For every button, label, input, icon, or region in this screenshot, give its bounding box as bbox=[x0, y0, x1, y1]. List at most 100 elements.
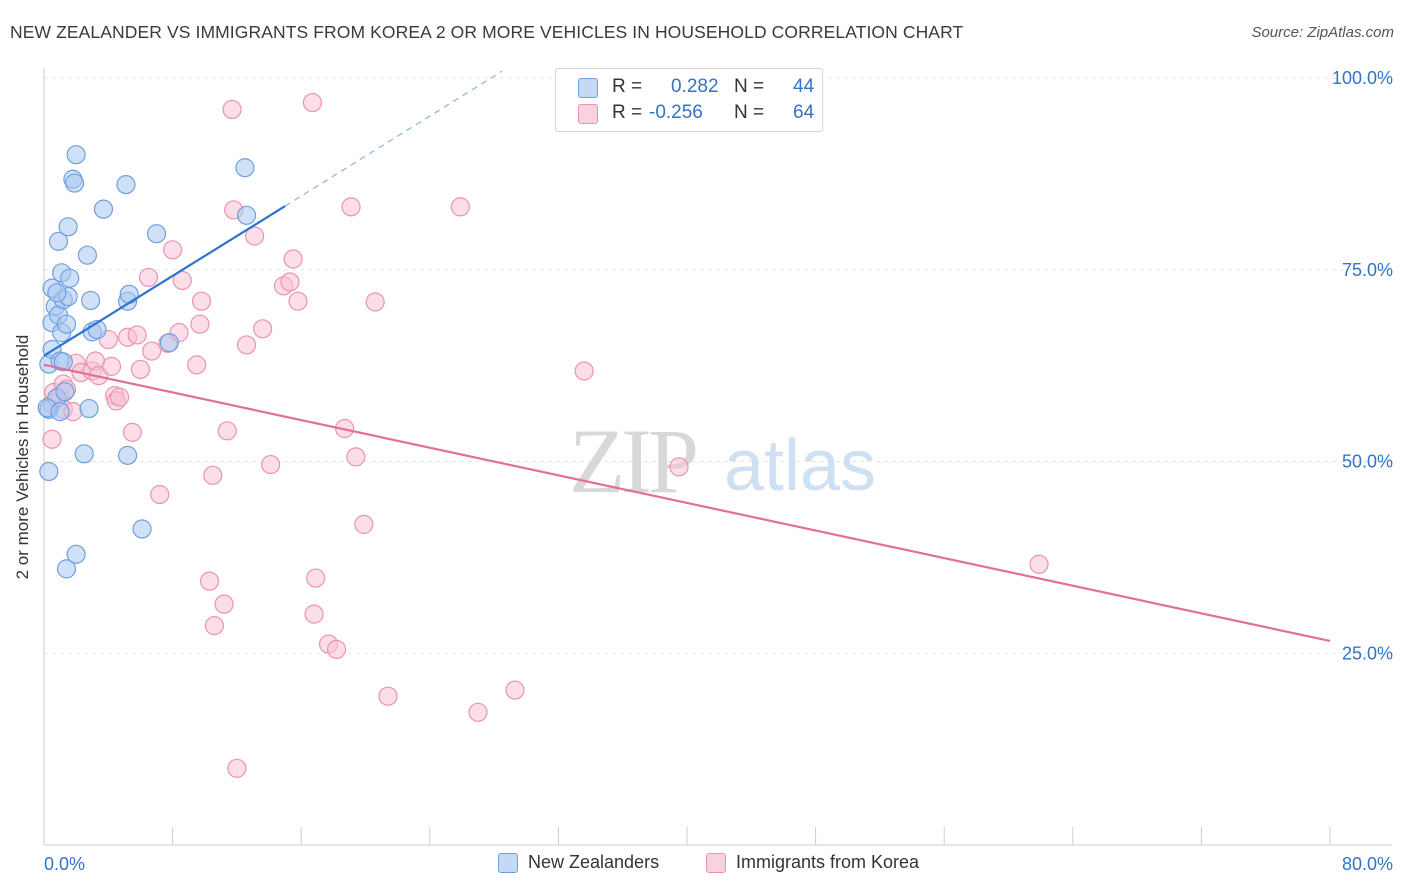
data-point-new-zealander bbox=[117, 445, 138, 465]
trend-lines bbox=[43, 70, 1331, 643]
data-point-new-zealander bbox=[64, 173, 85, 193]
data-point-new-zealander bbox=[146, 224, 167, 244]
data-point-korea bbox=[1029, 554, 1049, 574]
data-point-korea bbox=[261, 454, 281, 475]
data-point-new-zealander bbox=[235, 158, 255, 178]
data-point-korea bbox=[574, 361, 594, 381]
data-point-new-zealander bbox=[58, 217, 78, 237]
data-point-new-zealander bbox=[93, 199, 114, 219]
data-point-korea bbox=[204, 616, 224, 636]
data-point-korea bbox=[354, 514, 374, 534]
stats-legend: R = 0.282 N = 44 R = -0.256 N = 64 bbox=[555, 68, 823, 132]
data-point-korea bbox=[244, 226, 265, 246]
data-point-new-zealander bbox=[48, 231, 69, 251]
data-point-korea bbox=[326, 639, 347, 660]
data-point-korea bbox=[280, 272, 300, 292]
trend-line-korea bbox=[43, 363, 1331, 643]
r-value-korea: -0.256 bbox=[649, 102, 703, 123]
y-tick-label: 25.0% bbox=[1342, 643, 1393, 663]
data-point-new-zealander bbox=[56, 559, 77, 579]
r-label: R = bbox=[612, 102, 643, 123]
data-point-korea bbox=[187, 355, 207, 375]
n-value-nz: 44 bbox=[793, 76, 815, 97]
data-point-new-zealander bbox=[60, 268, 80, 288]
series-newzealand-points bbox=[37, 145, 257, 579]
data-point-new-zealander bbox=[66, 145, 86, 165]
watermark-atlas: atlas bbox=[724, 426, 876, 506]
data-point-korea bbox=[227, 758, 247, 778]
blue-swatch bbox=[498, 853, 518, 873]
data-point-korea bbox=[122, 422, 143, 442]
trend-line-new-zealanders bbox=[43, 205, 286, 357]
data-point-new-zealander bbox=[132, 519, 152, 539]
y-tick-label: 50.0% bbox=[1342, 452, 1393, 472]
trend-line-new-zealanders-extension bbox=[284, 70, 503, 207]
data-point-korea bbox=[203, 465, 223, 485]
x-tick-label: 80.0% bbox=[1342, 854, 1393, 874]
data-point-korea bbox=[505, 680, 525, 700]
data-point-new-zealander bbox=[50, 402, 70, 422]
y-tick-label: 100.0% bbox=[1332, 68, 1393, 88]
data-point-korea bbox=[130, 359, 151, 380]
r-value-nz: 0.282 bbox=[671, 76, 719, 97]
blue-swatch bbox=[578, 78, 598, 98]
data-point-korea bbox=[378, 686, 398, 706]
data-point-korea bbox=[217, 421, 237, 441]
data-point-korea bbox=[302, 92, 323, 113]
watermark: ZIP atlas bbox=[569, 410, 876, 512]
data-point-korea bbox=[222, 99, 242, 120]
data-point-korea bbox=[150, 484, 170, 505]
data-point-korea bbox=[341, 197, 361, 217]
data-point-new-zealander bbox=[74, 444, 94, 464]
data-point-korea bbox=[101, 356, 122, 376]
series-korea-points bbox=[42, 92, 1049, 778]
data-point-new-zealander bbox=[53, 352, 73, 372]
data-point-korea bbox=[138, 267, 159, 288]
data-point-new-zealander bbox=[56, 314, 77, 334]
data-point-korea bbox=[190, 314, 210, 334]
data-point-new-zealander bbox=[55, 382, 75, 402]
data-point-korea bbox=[450, 197, 470, 217]
pink-swatch bbox=[706, 853, 726, 873]
tick-labels: 25.0% 50.0% 75.0% 100.0% 0.0% 80.0% bbox=[44, 68, 1393, 874]
data-point-korea bbox=[468, 702, 488, 722]
data-point-korea bbox=[283, 249, 303, 269]
data-point-korea bbox=[199, 571, 220, 591]
x-tick-label: 0.0% bbox=[44, 854, 85, 874]
data-point-new-zealander bbox=[47, 283, 67, 303]
data-point-korea bbox=[191, 291, 212, 311]
data-point-korea bbox=[288, 291, 308, 311]
n-label: N = bbox=[734, 102, 765, 123]
data-point-korea bbox=[109, 387, 130, 407]
data-point-new-zealander bbox=[159, 333, 179, 353]
data-point-new-zealander bbox=[236, 205, 257, 225]
chart-title: NEW ZEALANDER VS IMMIGRANTS FROM KOREA 2… bbox=[10, 22, 964, 42]
data-point-korea bbox=[163, 240, 183, 260]
data-point-korea bbox=[236, 335, 257, 355]
data-point-korea bbox=[365, 292, 385, 312]
axes bbox=[43, 68, 1392, 846]
data-point-korea bbox=[142, 341, 162, 361]
data-point-new-zealander bbox=[81, 290, 101, 311]
data-point-korea bbox=[172, 270, 192, 291]
data-point-new-zealander bbox=[77, 245, 98, 265]
data-point-new-zealander bbox=[119, 284, 139, 304]
data-point-new-zealander bbox=[116, 175, 136, 195]
data-point-new-zealander bbox=[79, 398, 99, 419]
data-point-korea bbox=[253, 319, 273, 339]
data-point-korea bbox=[304, 604, 324, 624]
legend-label-new-zealanders: New Zealanders bbox=[528, 852, 660, 872]
y-tick-label: 75.0% bbox=[1342, 260, 1393, 280]
data-point-korea bbox=[306, 568, 326, 588]
data-point-new-zealander bbox=[39, 461, 59, 482]
data-point-new-zealander bbox=[66, 544, 86, 564]
source-credit: Source: ZipAtlas.com bbox=[1251, 24, 1394, 41]
data-point-korea bbox=[42, 429, 62, 449]
data-point-korea bbox=[214, 594, 234, 614]
legend-label-korea: Immigrants from Korea bbox=[736, 852, 920, 872]
r-label: R = bbox=[612, 76, 643, 97]
pink-swatch bbox=[578, 104, 598, 124]
data-point-korea bbox=[127, 325, 147, 345]
n-value-korea: 64 bbox=[793, 102, 815, 123]
